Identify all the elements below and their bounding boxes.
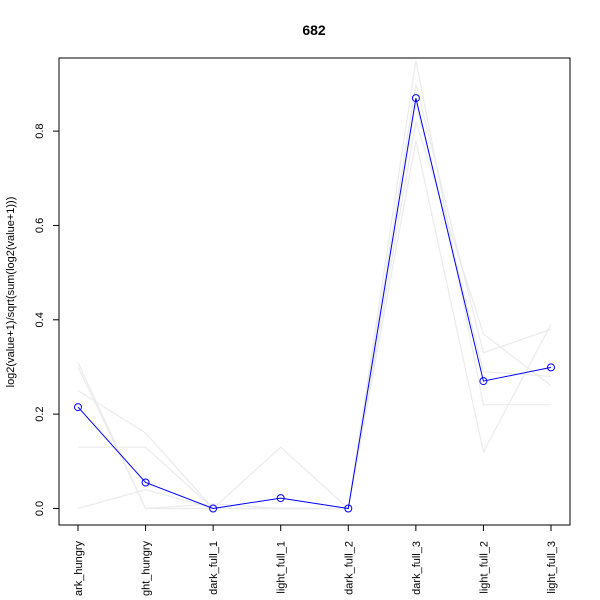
x-tick-label-dark_hungry: ark_hungry	[73, 541, 85, 597]
background-series-line	[77, 102, 552, 510]
y-tick-label: 0.4	[34, 312, 46, 327]
y-tick-label: 0.0	[34, 501, 46, 516]
x-axis: ark_hungry ght_hungry dark_full_1 light_ful…	[73, 524, 558, 597]
x-tick-label-dark_full_1: dark_full_1	[208, 541, 220, 595]
data-point-light_hungry	[141, 478, 150, 487]
y-tick-label: 0.2	[34, 406, 46, 421]
data-point-dark_hungry	[74, 403, 82, 412]
data-point-light_full_3	[547, 363, 555, 372]
y-axis-label: log2(value+1)/sqrt(sum(log2(value+1)))	[5, 197, 17, 388]
data-point-light_full_1	[276, 494, 285, 503]
background-series-group	[77, 60, 552, 510]
y-axis: 0.0 0.2 0.4 0.6 0.8	[34, 123, 60, 516]
y-tick-label: 0.8	[34, 123, 46, 138]
x-tick-label-light_full_2: light_full_2	[478, 541, 490, 594]
background-series-line	[77, 140, 552, 510]
x-tick-label-light_full_3: light_full_3	[546, 541, 558, 594]
chart-title: 682	[302, 22, 326, 38]
highlight-series-line	[77, 97, 552, 510]
data-point-light_full_2	[479, 377, 488, 386]
data-point-dark_full_2	[344, 504, 353, 513]
x-tick-label-light_hungry: ght_hungry	[141, 541, 153, 597]
data-point-dark_full_1	[209, 504, 218, 513]
data-point-dark_full_3	[411, 94, 420, 103]
highlight-series-group	[74, 94, 555, 513]
x-tick-label-dark_full_3: dark_full_3	[411, 541, 423, 595]
x-tick-label-light_full_1: light_full_1	[276, 541, 288, 594]
y-tick-label: 0.6	[34, 218, 46, 233]
x-tick-label-dark_full_2: dark_full_2	[343, 541, 355, 595]
